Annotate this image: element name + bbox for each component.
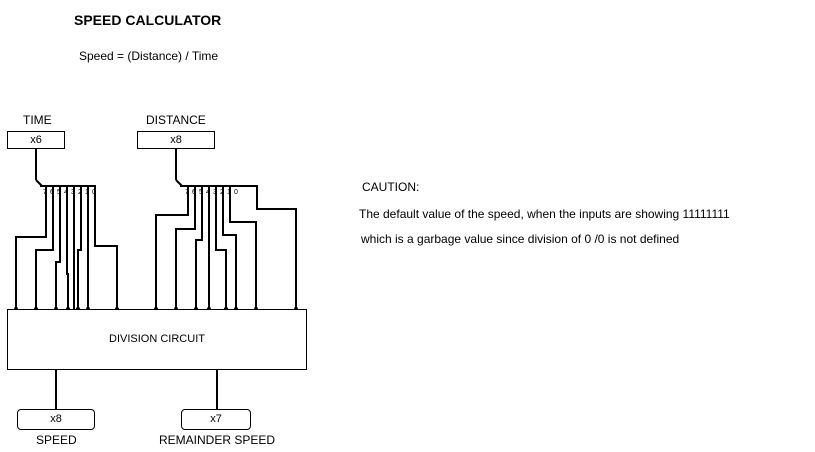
time-bit-wire [66,186,69,309]
time-bit-wire [94,186,118,309]
formula-text: Speed = (Distance) / Time [79,49,219,63]
svg-text:5: 5 [57,189,61,196]
caution-line-2: which is a garbage value since division … [361,232,680,246]
remainder-speed-label: REMAINDER SPEED [159,433,276,447]
time-bit-wire [35,186,54,309]
distance-bit-wire [229,186,257,309]
distance-bit-wire [256,186,297,309]
distance-input-box[interactable]: x8 [137,131,215,149]
svg-text:0: 0 [234,189,238,196]
time-bit-wire [55,186,61,309]
distance-bit-wire [222,186,237,309]
distance-label: DISTANCE [146,113,206,127]
remainder-output-box[interactable]: x7 [181,409,251,430]
svg-text:7: 7 [185,189,189,196]
svg-text:6: 6 [192,189,196,196]
division-circuit-block[interactable]: DIVISION CIRCUIT [7,309,307,370]
time-bit-wire [15,186,47,309]
distance-bit-wire [155,186,189,309]
svg-text:5: 5 [199,189,203,196]
page-title: SPEED CALCULATOR [74,12,222,28]
svg-text:4: 4 [64,189,68,196]
distance-bit-wire [195,186,203,309]
distance-bit-wire [215,186,227,309]
caution-heading: CAUTION: [362,180,420,194]
svg-text:2: 2 [78,189,82,196]
svg-text:7: 7 [43,189,47,196]
svg-text:0: 0 [92,189,96,196]
svg-text:1: 1 [85,189,89,196]
caution-line-1: The default value of the speed, when the… [359,207,730,221]
time-bit-wire [77,186,82,309]
svg-text:3: 3 [213,189,217,196]
svg-text:6: 6 [50,189,54,196]
distance-bit-wire [175,186,196,309]
svg-text:3: 3 [71,189,75,196]
speed-label: SPEED [36,433,77,447]
time-input-box[interactable]: x6 [7,131,65,149]
speed-output-box[interactable]: x8 [17,409,95,430]
time-label: TIME [23,113,52,127]
svg-text:1: 1 [227,189,231,196]
svg-text:4: 4 [206,189,210,196]
svg-text:2: 2 [220,189,224,196]
